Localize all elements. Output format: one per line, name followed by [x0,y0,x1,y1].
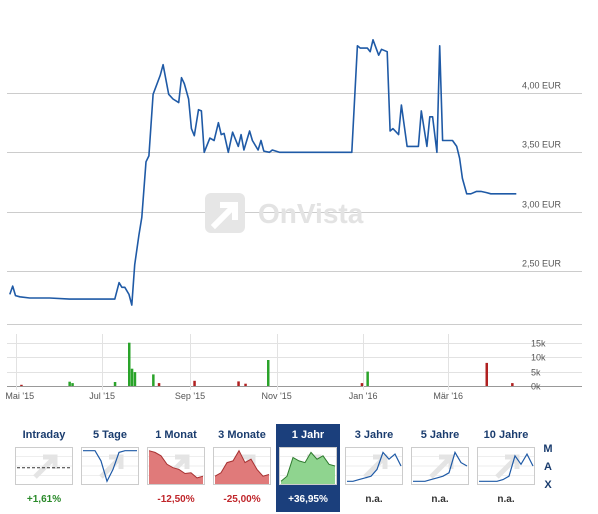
price-series-line [9,39,517,306]
range-sparkline [147,447,205,485]
range-label: 3 Jahre [354,429,394,441]
sparkline-line [413,450,468,482]
range-label: 1 Jahr [291,429,325,441]
range-change: +36,95% [288,494,328,505]
sparkline-watermark-icon [495,454,520,479]
price-tick-label: 2,50 EUR [522,259,562,269]
range-label: 5 Jahre [420,429,460,441]
volume-bar [133,372,137,386]
price-tick-label: 4,00 EUR [522,81,562,91]
range-button-3-monate[interactable]: 3 Monate -25,00% [210,424,274,512]
range-change: n.a. [497,494,515,505]
range-sparkline [477,447,535,485]
volume-bar [193,380,196,386]
volume-bar [68,381,71,386]
sparkline-line [214,449,270,477]
sparkline-area [281,452,335,484]
volume-bar [511,383,514,386]
range-sparkline [411,447,469,485]
max-letter-a: A [544,461,552,473]
price-chart: OnVista 4,00 EUR 3,50 EUR 3,00 EUR 2,50 EUR… [5,39,582,401]
volume-bar [237,381,240,386]
volume-tick-label: 0k [531,382,541,392]
sparkline-area [215,450,269,484]
range-button-intraday[interactable]: Intraday +1,61% [12,424,76,512]
range-button-3-jahre[interactable]: 3 Jahre n.a. [342,424,406,512]
volume-bar [360,383,364,386]
range-sparkline [81,447,139,485]
volume-axis-labels: 15k 10k 5k 0k [531,339,546,392]
date-tick-label: Jul '15 [89,391,115,401]
onvista-watermark: OnVista [205,193,364,233]
sparkline-area [149,450,203,484]
volume-bar [20,384,23,386]
date-axis-labels: Mai '15 Jul '15 Sep '15 Nov '15 Jan '16 Mär '… [5,391,463,401]
range-label: Intraday [22,429,66,441]
range-button-5-jahre[interactable]: 5 Jahre n.a. [408,424,472,512]
volume-bar [267,360,270,386]
sparkline-line [83,450,137,483]
volume-bars [20,342,514,386]
price-tick-label: 3,00 EUR [522,200,562,210]
range-button-1-jahr[interactable]: 1 Jahr +36,95% [276,424,340,512]
range-change: -12,50% [157,494,195,505]
range-change: +1,61% [26,494,62,505]
range-label: 5 Tage [92,429,128,441]
volume-bar [366,371,369,386]
range-change: -25,00% [223,494,261,505]
volume-bar [485,362,488,386]
watermark-text: OnVista [258,198,364,229]
max-range-button[interactable]: M A X [539,440,557,494]
volume-bar [71,383,74,386]
range-change [78,493,142,507]
range-sparkline [213,447,271,485]
volume-tick-label: 5k [531,368,541,378]
sparkline-line [347,451,402,482]
range-button-5-tage[interactable]: 5 Tage [78,424,142,512]
volume-bar [152,374,155,386]
range-sparkline [345,447,403,485]
volume-bar [157,383,161,386]
volume-bar [130,368,134,386]
time-range-selector: Intraday +1,61% 5 Tage 1 Monat -12,50% 3 Mona… [0,420,598,514]
price-axis-labels: 4,00 EUR 3,50 EUR 3,00 EUR 2,50 EUR [522,81,562,269]
max-letter-m: M [543,443,553,455]
range-sparkline [15,447,73,485]
date-tick-label: Mai '15 [5,391,34,401]
date-tick-label: Sep '15 [175,391,205,401]
range-button-10-jahre[interactable]: 10 Jahre n.a. [474,424,538,512]
volume-bar [128,342,131,386]
sparkline-line [479,452,534,482]
volume-tick-label: 15k [531,339,546,349]
price-tick-label: 3,50 EUR [522,140,562,150]
range-change: n.a. [431,494,449,505]
chart-grid [7,93,582,390]
range-sparkline [279,447,337,485]
volume-bar [244,383,247,386]
volume-bar [113,382,117,386]
range-change: n.a. [365,494,383,505]
range-label: 3 Monate [218,429,266,441]
date-tick-label: Mär '16 [433,391,463,401]
sparkline-line [280,451,336,482]
range-label: 10 Jahre [483,429,529,441]
date-tick-label: Nov '15 [261,391,291,401]
max-letter-x: X [544,479,552,491]
date-tick-label: Jan '16 [349,391,378,401]
volume-tick-label: 10k [531,353,546,363]
range-label: 1 Monat [155,429,197,441]
sparkline-line [148,450,204,479]
range-button-1-monat[interactable]: 1 Monat -12,50% [144,424,208,512]
